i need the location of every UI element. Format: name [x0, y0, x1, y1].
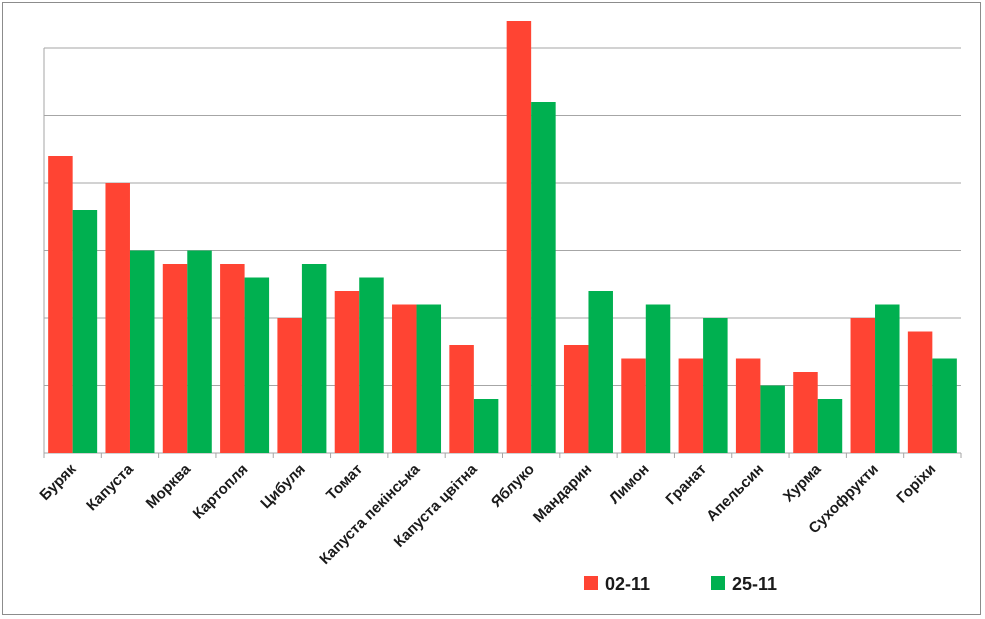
x-tick-label: Морква — [143, 460, 195, 512]
bar-25-11-4 — [301, 264, 327, 453]
bar-02-11-10 — [621, 358, 646, 453]
x-tick-label: Картопля — [190, 461, 252, 523]
bar-25-11-1 — [129, 250, 155, 453]
bar-25-11-10 — [645, 304, 671, 453]
x-tick-label: Апельсин — [703, 461, 767, 525]
x-tick-label: Томат — [323, 461, 366, 504]
bar-02-11-7 — [449, 345, 474, 453]
legend-swatch-25-11 — [711, 576, 725, 590]
bar-02-11-3 — [220, 264, 245, 453]
legend-label-25-11: 25-11 — [732, 574, 777, 594]
x-tick-label: Цибуля — [257, 461, 308, 512]
bar-25-11-6 — [416, 304, 442, 453]
bar-02-11-14 — [850, 318, 876, 453]
bar-02-11-1 — [105, 183, 130, 453]
bar-25-11-9 — [588, 291, 613, 453]
bar-02-11-11 — [678, 358, 704, 453]
bar-25-11-12 — [760, 385, 785, 453]
x-tick-label: Лимон — [606, 461, 653, 508]
bar-25-11-14 — [875, 304, 900, 453]
x-tick-label: Хурма — [780, 460, 825, 505]
bar-25-11-7 — [473, 399, 499, 453]
bar-02-11-0 — [48, 156, 73, 453]
x-tick-label: Капуста — [83, 460, 137, 514]
bar-02-11-12 — [735, 358, 761, 453]
bar-25-11-0 — [72, 210, 98, 453]
bar-25-11-13 — [817, 399, 843, 453]
x-tick-label: Мандарин — [530, 461, 595, 526]
bar-02-11-2 — [162, 264, 188, 453]
x-tick-label: Горіхи — [893, 461, 939, 507]
bar-02-11-15 — [907, 331, 933, 453]
bar-25-11-11 — [703, 318, 728, 453]
bars — [48, 21, 957, 453]
x-tick-label: Яблуко — [488, 461, 538, 511]
bar-02-11-4 — [277, 318, 302, 453]
legend-label-02-11: 02-11 — [605, 574, 650, 594]
legend-swatch-02-11 — [584, 576, 598, 590]
legend: 02-11 25-11 — [584, 574, 777, 594]
bar-25-11-8 — [531, 102, 556, 453]
bar-25-11-3 — [244, 277, 270, 453]
bar-25-11-2 — [187, 250, 212, 453]
bar-02-11-9 — [563, 345, 589, 453]
bar-02-11-13 — [793, 372, 818, 453]
x-tick-label: Гранат — [662, 461, 710, 509]
x-tick-label: Капуста пекінська — [316, 460, 424, 568]
bar-02-11-5 — [334, 291, 360, 453]
bar-02-11-8 — [506, 21, 532, 453]
bar-25-11-5 — [359, 277, 384, 453]
bar-02-11-6 — [392, 304, 417, 453]
bar-25-11-15 — [932, 358, 957, 453]
x-tick-label: Буряк — [36, 460, 79, 503]
